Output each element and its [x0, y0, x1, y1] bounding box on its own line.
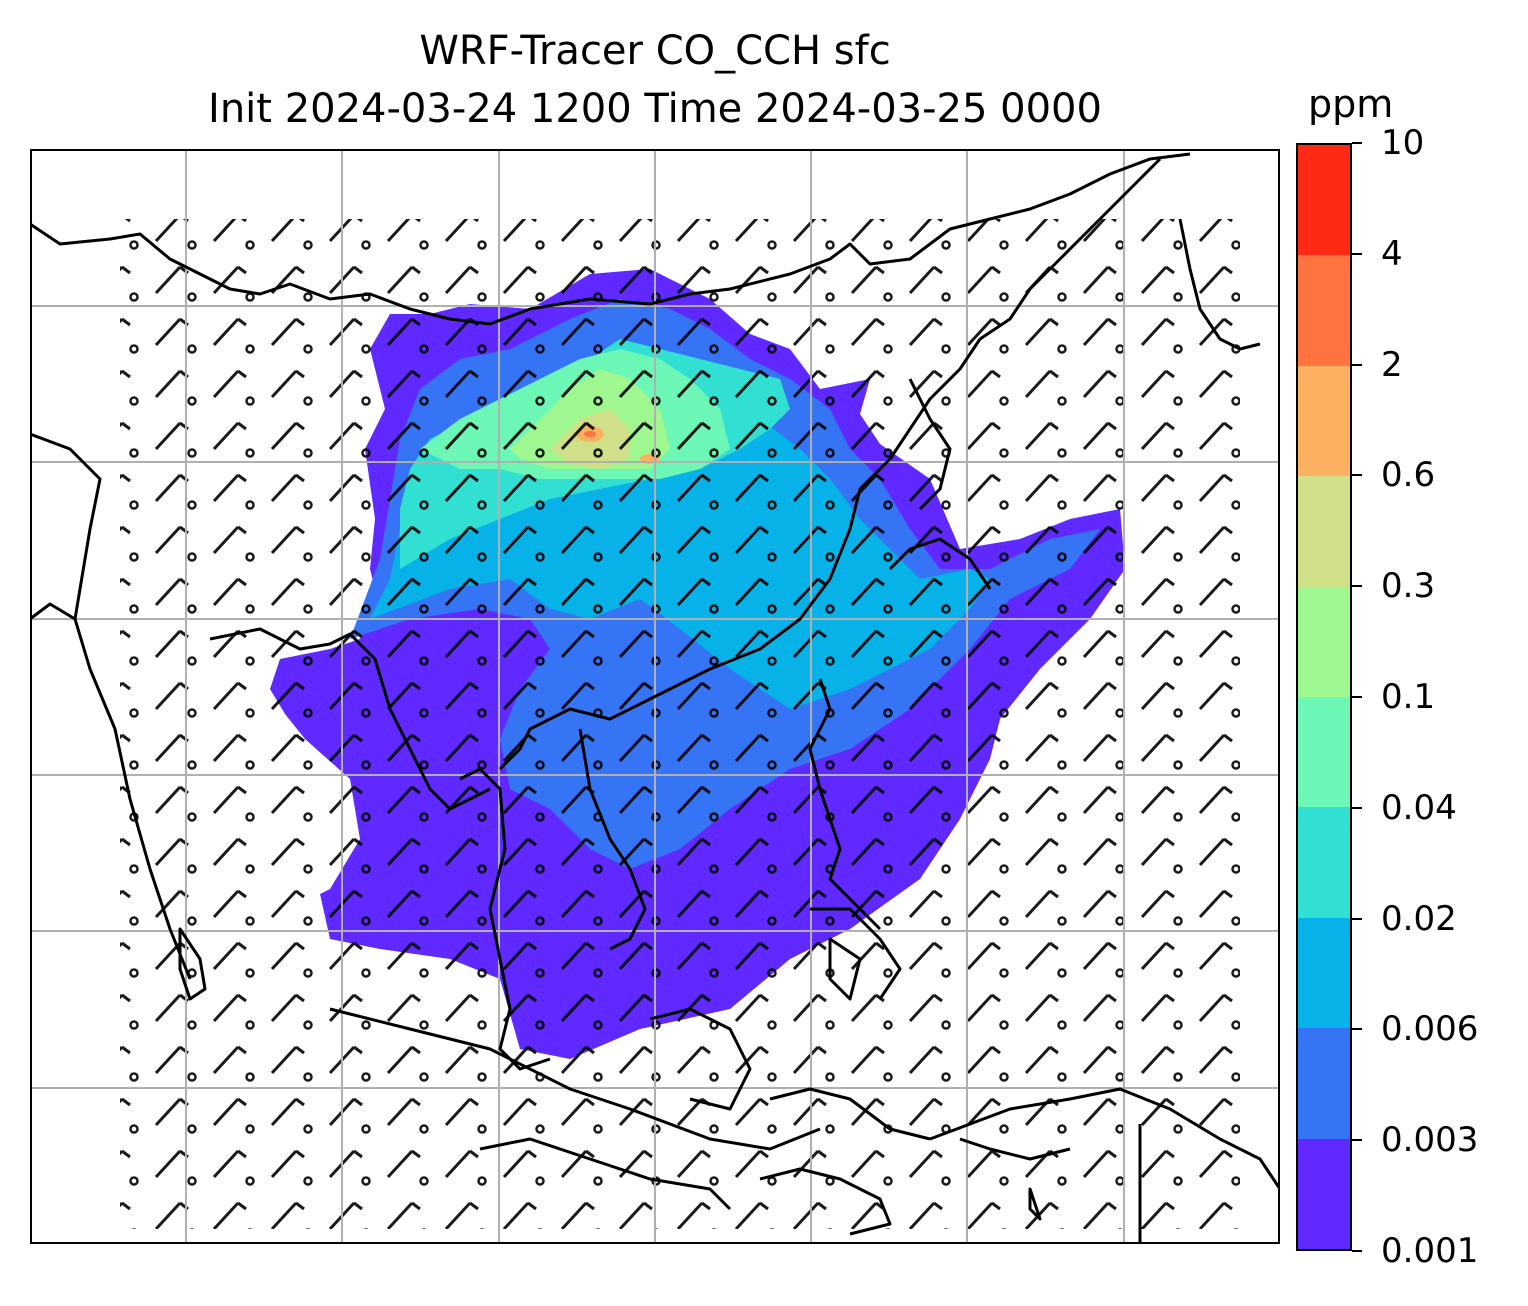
colorbar-tick-label: 4 [1381, 233, 1403, 274]
colorbar-units-label: ppm [1308, 82, 1394, 126]
colorbar-segment [1298, 144, 1350, 256]
colorbar-tick [1352, 696, 1362, 698]
colorbar-tick [1352, 474, 1362, 477]
colorbar-segment [1298, 1028, 1350, 1139]
colorbar-tick-label: 0.006 [1381, 1009, 1479, 1050]
map-panel [30, 149, 1280, 1244]
colorbar-segment [1298, 476, 1350, 587]
colorbar-segment [1298, 586, 1350, 697]
colorbar-tick [1352, 585, 1362, 588]
colorbar-segment [1298, 255, 1350, 366]
colorbar-tick [1352, 1028, 1362, 1031]
colorbar-tick [1352, 252, 1362, 255]
wind-barbs [120, 219, 1240, 1229]
colorbar-segment [1298, 365, 1350, 477]
colorbar-tick [1352, 806, 1362, 809]
map-title-line2: Init 2024-03-24 1200 Time 2024-03-25 000… [208, 86, 1102, 132]
colorbar-segment [1298, 807, 1350, 918]
map-title-line1: WRF-Tracer CO_CCH sfc [419, 28, 891, 74]
coastlines-borders [30, 152, 1280, 1244]
colorbar-segment [1298, 1138, 1350, 1249]
colorbar-tick [1352, 142, 1362, 144]
colorbar-tick-label: 0.02 [1381, 898, 1457, 939]
colorbar-tick-label: 0.001 [1381, 1231, 1479, 1271]
colorbar-tick-label: 10 [1381, 123, 1425, 163]
colorbar-tick [1352, 363, 1362, 366]
lat-lon-gridlines [30, 149, 1280, 1244]
colorbar-tick-label: 0.04 [1381, 787, 1457, 828]
colorbar-segment [1298, 696, 1350, 808]
colorbar-tick [1352, 1250, 1362, 1252]
colorbar-tick [1352, 1139, 1362, 1142]
colorbar-tick [1352, 917, 1362, 920]
colorbar-tick-label: 0.003 [1381, 1120, 1479, 1161]
colorbar-tick-label: 2 [1381, 344, 1403, 385]
colorbar [1296, 143, 1352, 1251]
map-canvas [30, 149, 1280, 1244]
colorbar-segment [1298, 917, 1350, 1029]
colorbar-tick-label: 0.1 [1381, 677, 1436, 717]
colorbar-tick-label: 0.6 [1381, 455, 1436, 496]
colorbar-tick-label: 0.3 [1381, 566, 1436, 607]
